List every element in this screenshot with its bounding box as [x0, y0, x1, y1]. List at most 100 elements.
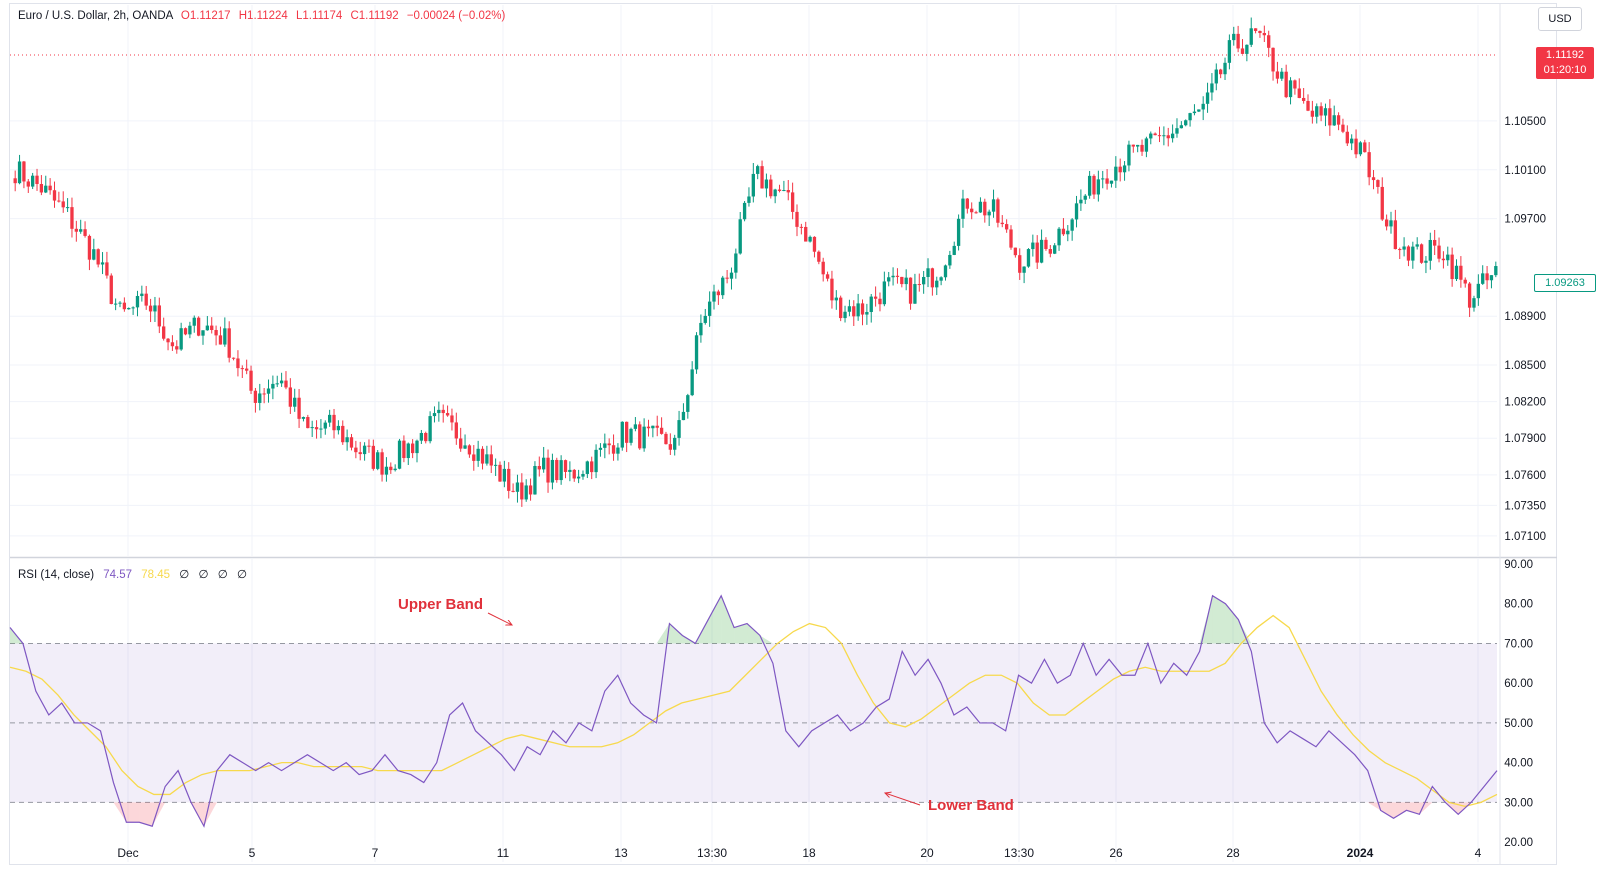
candle-body [563, 460, 568, 472]
candle-body [751, 173, 755, 197]
candle-body [1114, 166, 1118, 181]
candle-body [22, 161, 26, 182]
candle-body [943, 265, 948, 278]
candle-body [1380, 186, 1384, 220]
candle-body [231, 357, 236, 359]
candle-body [930, 268, 935, 288]
overbought-fill [656, 623, 670, 644]
oversold-fill [1406, 802, 1420, 815]
candle-body [319, 428, 323, 430]
candle-body [1026, 249, 1031, 267]
candle-body [1419, 244, 1424, 263]
rsi-tick-label: 50.00 [1504, 718, 1533, 730]
last-price-value: 1.11192 [1545, 49, 1585, 61]
overbought-fill [734, 623, 748, 644]
candle-body [1188, 113, 1192, 121]
low-value: L1.11174 [295, 10, 343, 22]
candle-body [362, 445, 367, 455]
candle-body [245, 368, 249, 371]
candle-body [1218, 69, 1223, 75]
currency-button[interactable]: USD [1538, 7, 1582, 31]
candle-body [734, 253, 738, 273]
candle-body [550, 459, 555, 483]
candle-body [1371, 177, 1376, 181]
symbol-title: Euro / U.S. Dollar, 2h, OANDA [18, 10, 173, 22]
high-value: H1.11224 [238, 10, 288, 22]
candle-body [415, 440, 419, 454]
candle-body [987, 211, 991, 216]
candle-body [419, 432, 424, 441]
x-tick-label: 28 [1226, 846, 1240, 860]
candle-body [223, 328, 227, 345]
candle-body [900, 276, 904, 285]
overbought-fill [708, 595, 722, 644]
x-tick-label: 20 [920, 846, 934, 860]
candle-body [860, 303, 865, 315]
candle-body [834, 297, 838, 301]
overbought-fill [1225, 603, 1239, 644]
candle-body [485, 454, 489, 464]
candle-body [1253, 28, 1258, 31]
price-tick-label: 1.10100 [1504, 165, 1546, 177]
candle-body [271, 383, 275, 389]
candle-body [227, 328, 231, 358]
x-tick-label: 18 [802, 846, 816, 860]
candle-body [1301, 97, 1306, 101]
candle-body [188, 325, 192, 335]
candle-body [153, 305, 157, 312]
candle-body [511, 490, 515, 492]
candle-body [70, 207, 74, 229]
candle-body [1293, 80, 1297, 89]
candle-body [284, 380, 288, 388]
oversold-fill [1367, 802, 1381, 811]
candle-body [402, 440, 406, 459]
x-tick-label: 2024 [1347, 846, 1374, 860]
candle-body [424, 432, 428, 442]
price-tick-label: 1.07100 [1504, 531, 1546, 543]
candle-body [878, 298, 882, 305]
candle-body [1170, 133, 1175, 139]
candle-body [1131, 144, 1135, 147]
candle-body [607, 443, 611, 446]
candle-body [1166, 135, 1170, 139]
candle-body [1022, 266, 1026, 273]
candle-body [96, 249, 100, 265]
candle-body [371, 445, 375, 469]
candle-body [1258, 30, 1262, 34]
candle-body [1197, 109, 1201, 112]
rsi-extra-1: ∅ [179, 569, 190, 581]
candle-body [454, 422, 458, 439]
candle-body [790, 192, 795, 212]
candle-body [725, 277, 729, 279]
candle-body [921, 276, 926, 285]
candle-body [1267, 35, 1271, 48]
candle-body [135, 295, 140, 308]
candle-body [1384, 219, 1389, 227]
candle-body [1262, 33, 1266, 36]
candle-body [1039, 239, 1044, 263]
candle-body [825, 274, 830, 279]
candle-body [1127, 144, 1131, 166]
candle-body [651, 425, 655, 429]
candle-body [1109, 180, 1114, 184]
candle-body [1083, 195, 1087, 200]
candle-body [376, 452, 380, 469]
candle-body [179, 328, 183, 350]
candle-body [1249, 28, 1253, 45]
candle-body [843, 311, 847, 319]
candle-body [756, 166, 760, 174]
price-tick-label: 1.07600 [1504, 470, 1546, 482]
candle-body [472, 454, 476, 461]
candle-body [948, 254, 952, 266]
candle-body [1489, 275, 1494, 281]
chart-frame [9, 3, 1557, 865]
candle-body [742, 202, 747, 220]
candle-body [703, 315, 707, 323]
candle-body [345, 437, 349, 443]
candle-body [1184, 120, 1188, 126]
rsi-title: RSI (14, close) [18, 569, 95, 581]
candle-body [1105, 178, 1109, 184]
candle-body [170, 342, 175, 347]
candle-body [218, 335, 223, 345]
